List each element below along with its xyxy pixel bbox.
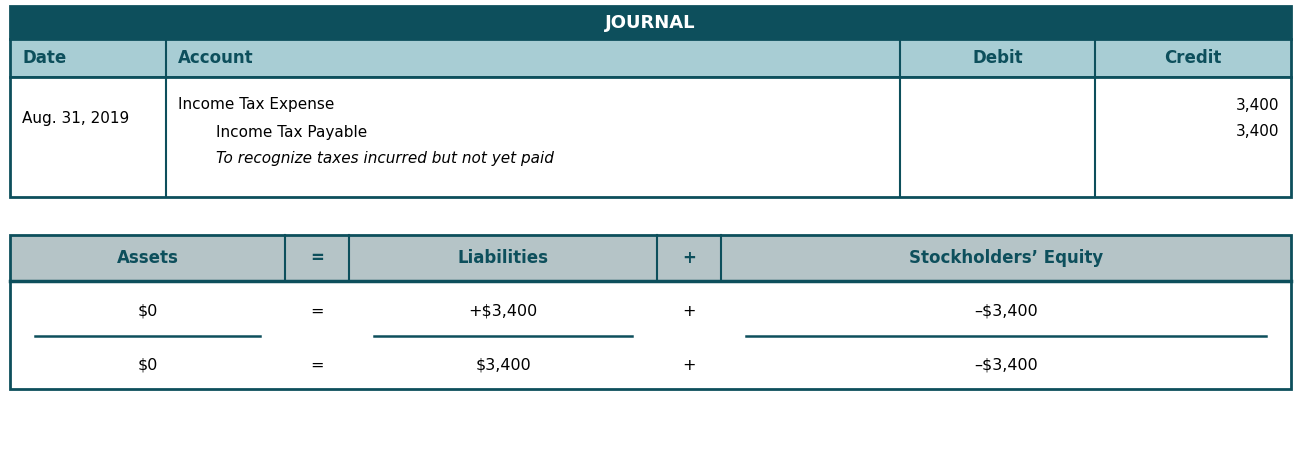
Bar bbox=[10, 39, 1291, 77]
Text: +: + bbox=[682, 358, 696, 373]
Text: –$3,400: –$3,400 bbox=[974, 358, 1038, 373]
Text: JOURNAL: JOURNAL bbox=[605, 14, 696, 31]
Text: 3,400: 3,400 bbox=[1236, 97, 1279, 112]
Text: Income Tax Payable: Income Tax Payable bbox=[216, 124, 367, 139]
Bar bbox=[10, 281, 1291, 389]
Text: $0: $0 bbox=[138, 304, 157, 319]
Text: Liabilities: Liabilities bbox=[458, 249, 549, 267]
Text: +: + bbox=[682, 304, 696, 319]
Text: 3,400: 3,400 bbox=[1236, 124, 1279, 139]
Text: Assets: Assets bbox=[117, 249, 178, 267]
Text: $0: $0 bbox=[138, 358, 157, 373]
Text: Stockholders’ Equity: Stockholders’ Equity bbox=[909, 249, 1103, 267]
Text: +: + bbox=[682, 249, 696, 267]
Text: Income Tax Expense: Income Tax Expense bbox=[178, 97, 334, 112]
Text: =: = bbox=[311, 304, 324, 319]
Text: =: = bbox=[311, 358, 324, 373]
Bar bbox=[10, 235, 1291, 281]
Text: Date: Date bbox=[22, 49, 66, 67]
Text: –$3,400: –$3,400 bbox=[974, 304, 1038, 319]
Text: To recognize taxes incurred but not yet paid: To recognize taxes incurred but not yet … bbox=[216, 152, 554, 167]
Text: =: = bbox=[311, 249, 324, 267]
Text: +$3,400: +$3,400 bbox=[468, 304, 537, 319]
Text: Account: Account bbox=[178, 49, 254, 67]
Text: Debit: Debit bbox=[972, 49, 1023, 67]
Text: $3,400: $3,400 bbox=[475, 358, 531, 373]
Text: Credit: Credit bbox=[1164, 49, 1222, 67]
Bar bbox=[10, 6, 1291, 39]
Text: Aug. 31, 2019: Aug. 31, 2019 bbox=[22, 111, 129, 126]
Bar bbox=[10, 77, 1291, 197]
